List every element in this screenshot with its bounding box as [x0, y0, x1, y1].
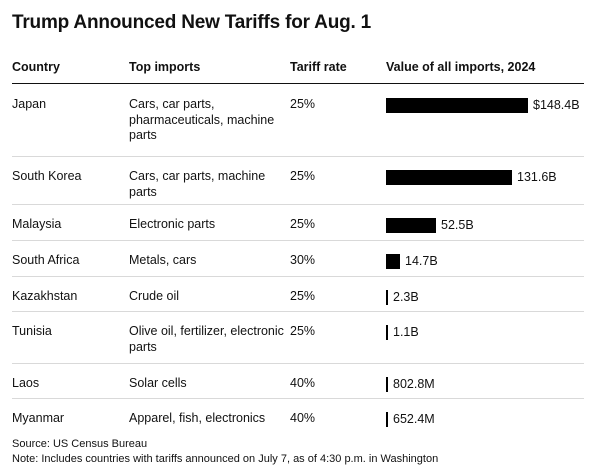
- table-row: South Africa Metals, cars 30% 14.7B: [12, 240, 584, 277]
- country-cell: South Africa: [12, 253, 80, 267]
- table-row: Malaysia Electronic parts 25% 52.5B: [12, 204, 584, 241]
- top-imports-cell: Apparel, fish, electronics: [129, 411, 266, 425]
- country-cell: Tunisia: [12, 324, 52, 338]
- import-value-cell: 2.3B: [386, 289, 584, 305]
- import-value-cell: 52.5B: [386, 217, 584, 233]
- top-imports-cell: Metals, cars: [129, 253, 197, 267]
- import-value-label: $148.4B: [533, 98, 580, 112]
- tariff-rate-cell: 25%: [290, 169, 316, 183]
- import-value-label: 2.3B: [393, 290, 419, 304]
- import-value-bar: [386, 325, 388, 340]
- import-value-label: 652.4M: [393, 412, 435, 426]
- country-cell: Laos: [12, 376, 40, 390]
- table-row: South Korea Cars, car parts, machine part…: [12, 156, 584, 205]
- import-value-bar: [386, 218, 436, 233]
- top-imports-cell: Solar cells: [129, 376, 187, 390]
- tariff-rate-cell: 30%: [290, 253, 316, 267]
- table-row: Laos Solar cells 40% 802.8M: [12, 363, 584, 399]
- country-cell: South Korea: [12, 169, 82, 183]
- top-imports-cell: Electronic parts: [129, 217, 216, 231]
- country-cell: Myanmar: [12, 411, 65, 425]
- table-row: Myanmar Apparel, fish, electronics 40% 652.…: [12, 398, 584, 432]
- header-country: Country: [12, 60, 60, 74]
- top-imports-cell: Cars, car parts, pharmaceuticals, machin…: [129, 97, 275, 142]
- tariff-rate-cell: 40%: [290, 376, 316, 390]
- top-imports-cell: Cars, car parts, machine parts: [129, 169, 266, 199]
- import-value-bar: [386, 290, 388, 305]
- import-value-cell: 14.7B: [386, 253, 584, 269]
- header-import-value: Value of all imports, 2024: [386, 60, 536, 74]
- import-value-bar: [386, 377, 388, 392]
- import-value-label: 802.8M: [393, 377, 435, 391]
- import-value-label: 1.1B: [393, 325, 419, 339]
- tariff-rate-cell: 25%: [290, 289, 316, 303]
- import-value-bar: [386, 98, 528, 113]
- tariff-rate-cell: 25%: [290, 217, 316, 231]
- top-imports-cell: Olive oil, fertilizer, electronic parts: [129, 324, 284, 354]
- import-value-label: 14.7B: [405, 254, 438, 268]
- import-value-bar: [386, 170, 512, 185]
- header-rule: [12, 83, 584, 84]
- country-cell: Japan: [12, 97, 47, 111]
- tariff-rate-cell: 25%: [290, 324, 316, 338]
- import-value-label: 52.5B: [441, 218, 474, 232]
- source-note: Source: US Census Bureau: [12, 438, 148, 450]
- import-value-bar: [386, 254, 400, 269]
- table-row: Kazakhstan Crude oil 25% 2.3B: [12, 276, 584, 312]
- country-cell: Kazakhstan: [12, 289, 78, 303]
- import-value-cell: $148.4B: [386, 97, 584, 113]
- header-top-imports: Top imports: [129, 60, 201, 74]
- import-value-cell: 802.8M: [386, 376, 584, 392]
- import-value-cell: 1.1B: [386, 324, 584, 340]
- top-imports-cell: Crude oil: [129, 289, 180, 303]
- table-row: Japan Cars, car parts, pharmaceuticals, m…: [12, 84, 584, 157]
- country-cell: Malaysia: [12, 217, 62, 231]
- footnote: Note: Includes countries with tariffs an…: [12, 453, 439, 465]
- import-value-bar: [386, 412, 388, 427]
- import-value-cell: 652.4M: [386, 411, 584, 427]
- tariff-rate-cell: 25%: [290, 97, 316, 111]
- header-tariff-rate: Tariff rate: [290, 60, 347, 74]
- chart-title: Trump Announced New Tariffs for Aug. 1: [12, 12, 372, 33]
- tariff-rate-cell: 40%: [290, 411, 316, 425]
- import-value-label: 131.6B: [517, 170, 557, 184]
- import-value-cell: 131.6B: [386, 169, 584, 185]
- table-row: Tunisia Olive oil, fertilizer, electronic…: [12, 311, 584, 364]
